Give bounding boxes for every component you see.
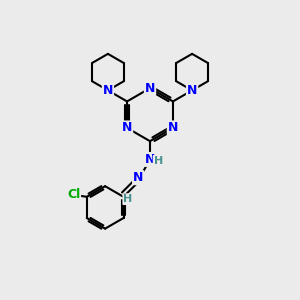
Text: Cl: Cl [67, 188, 80, 201]
Text: N: N [103, 84, 113, 97]
Text: N: N [122, 122, 132, 134]
Text: N: N [145, 153, 155, 166]
Text: H: H [123, 194, 133, 204]
Text: N: N [187, 84, 197, 97]
Text: N: N [168, 122, 178, 134]
Text: N: N [133, 171, 143, 184]
Text: N: N [145, 82, 155, 95]
Text: H: H [154, 156, 163, 166]
